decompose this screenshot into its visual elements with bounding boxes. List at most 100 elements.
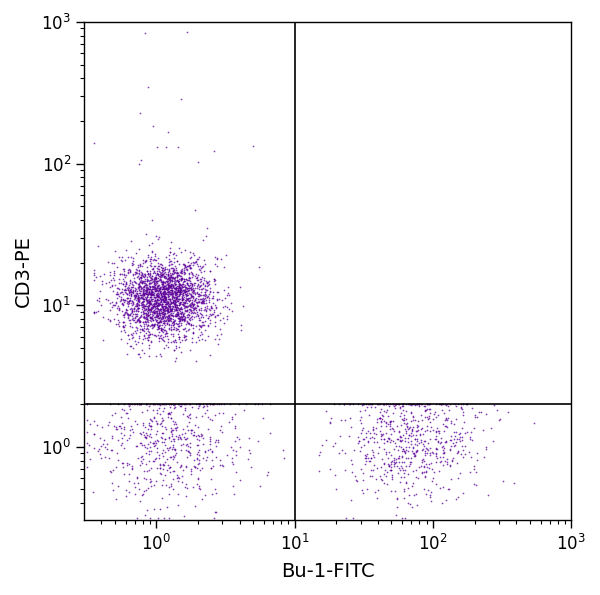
Point	[133, 305, 142, 314]
Point	[145, 298, 155, 307]
Point	[161, 283, 170, 293]
Point	[194, 289, 204, 299]
Point	[181, 298, 190, 308]
Point	[175, 433, 185, 443]
Point	[137, 261, 146, 271]
Point	[401, 414, 411, 424]
Point	[209, 146, 219, 156]
Point	[376, 400, 385, 409]
Point	[153, 312, 163, 321]
Point	[171, 293, 181, 302]
Point	[154, 286, 163, 295]
Point	[414, 400, 424, 409]
Point	[446, 436, 455, 445]
Point	[175, 315, 185, 325]
Point	[152, 419, 162, 429]
Point	[157, 289, 166, 298]
Point	[398, 405, 408, 415]
Point	[418, 400, 427, 409]
Point	[188, 289, 197, 298]
Point	[158, 406, 167, 415]
Point	[395, 402, 404, 411]
Point	[164, 324, 174, 333]
Point	[163, 314, 172, 323]
Point	[160, 343, 169, 353]
Point	[177, 273, 187, 282]
Point	[148, 322, 157, 331]
Point	[146, 481, 156, 490]
Point	[185, 300, 195, 309]
Point	[171, 431, 181, 440]
Point	[365, 433, 375, 443]
Point	[431, 426, 441, 436]
Point	[182, 288, 192, 298]
Point	[157, 448, 166, 458]
Point	[141, 486, 151, 495]
Point	[419, 441, 428, 451]
Point	[217, 421, 226, 430]
Point	[376, 462, 385, 472]
Point	[119, 430, 128, 440]
Point	[148, 314, 157, 324]
Point	[143, 301, 153, 311]
Point	[155, 450, 164, 459]
Point	[185, 450, 194, 460]
Point	[199, 298, 209, 308]
Point	[190, 283, 200, 293]
Point	[134, 317, 144, 326]
Point	[210, 259, 220, 269]
Point	[134, 266, 144, 275]
Point	[214, 335, 224, 345]
Point	[208, 446, 217, 456]
Point	[142, 312, 151, 322]
Point	[160, 458, 169, 467]
Point	[206, 464, 215, 473]
Point	[124, 288, 134, 298]
Point	[149, 331, 158, 340]
Point	[379, 434, 389, 444]
Point	[194, 474, 203, 484]
Point	[200, 490, 210, 500]
Point	[221, 250, 231, 260]
Point	[161, 315, 171, 325]
Point	[208, 310, 217, 320]
Point	[137, 302, 147, 311]
Point	[409, 415, 418, 425]
Point	[166, 302, 175, 311]
Point	[176, 285, 185, 295]
Point	[139, 348, 149, 358]
Point	[146, 296, 156, 305]
Point	[152, 285, 162, 295]
Point	[124, 296, 134, 306]
Point	[206, 311, 215, 320]
Point	[154, 283, 163, 293]
Point	[349, 513, 358, 522]
Point	[442, 415, 452, 425]
Point	[152, 443, 162, 453]
Point	[200, 284, 210, 294]
Point	[428, 425, 438, 434]
Point	[138, 288, 148, 298]
Point	[386, 435, 396, 444]
Point	[184, 307, 194, 317]
Point	[143, 335, 153, 345]
Point	[167, 286, 177, 295]
Point	[141, 255, 151, 264]
Point	[142, 267, 152, 276]
Point	[176, 302, 185, 312]
Point	[113, 481, 123, 491]
Point	[122, 486, 131, 495]
Point	[109, 287, 118, 296]
Point	[148, 121, 157, 131]
Point	[405, 400, 415, 409]
Point	[205, 444, 215, 454]
Point	[402, 421, 412, 430]
Point	[137, 268, 147, 278]
Point	[141, 304, 151, 314]
Point	[250, 400, 260, 409]
Point	[158, 414, 167, 423]
Point	[178, 311, 188, 321]
Point	[176, 280, 186, 290]
Point	[120, 285, 130, 295]
Point	[414, 439, 424, 448]
